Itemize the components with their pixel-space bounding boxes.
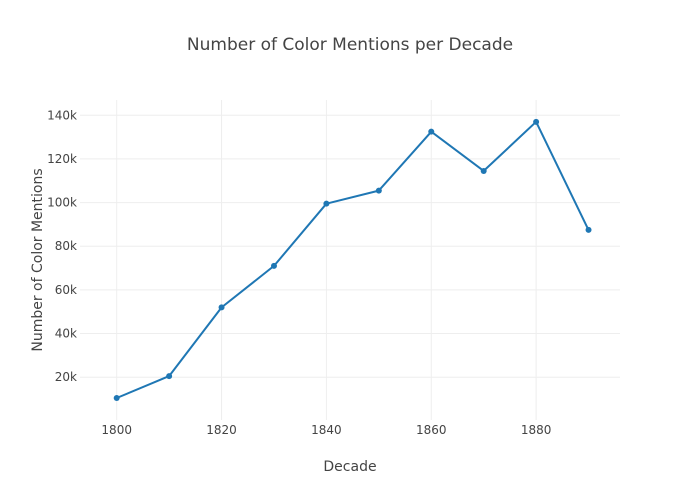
- data-point[interactable]: [428, 128, 435, 135]
- y-tick-label: 20k: [55, 370, 77, 384]
- x-tick-label: 1800: [101, 423, 132, 437]
- data-point[interactable]: [270, 262, 277, 269]
- data-point[interactable]: [533, 118, 540, 125]
- data-point[interactable]: [166, 373, 173, 380]
- chart-title: Number of Color Mentions per Decade: [187, 35, 513, 55]
- y-tick-label: 40k: [55, 327, 77, 341]
- series-line: [116, 120, 590, 399]
- grid: [80, 100, 620, 420]
- x-tick-label: 1820: [206, 423, 237, 437]
- x-tick-label: 1840: [311, 423, 342, 437]
- x-tick-label: 1880: [521, 423, 552, 437]
- y-tick-label: 60k: [55, 283, 77, 297]
- y-tick-label: 100k: [47, 196, 77, 210]
- y-tick-label: 120k: [47, 152, 77, 166]
- x-tick-label: 1860: [416, 423, 447, 437]
- data-point[interactable]: [218, 304, 225, 311]
- data-point[interactable]: [480, 167, 487, 174]
- y-axis-ticks: 20k 40k 60k 80k 100k 120k 140k: [47, 108, 77, 384]
- data-point[interactable]: [113, 394, 120, 401]
- data-points: [113, 118, 592, 401]
- x-axis-title: Decade: [323, 459, 376, 475]
- y-axis-title: Number of Color Mentions: [30, 168, 46, 351]
- data-point[interactable]: [375, 187, 382, 194]
- x-axis-ticks: 1800 1820 1840 1860 1880: [101, 423, 551, 437]
- data-point[interactable]: [323, 200, 330, 207]
- y-tick-label: 80k: [55, 239, 77, 253]
- data-point[interactable]: [585, 226, 592, 233]
- y-tick-label: 140k: [47, 108, 77, 122]
